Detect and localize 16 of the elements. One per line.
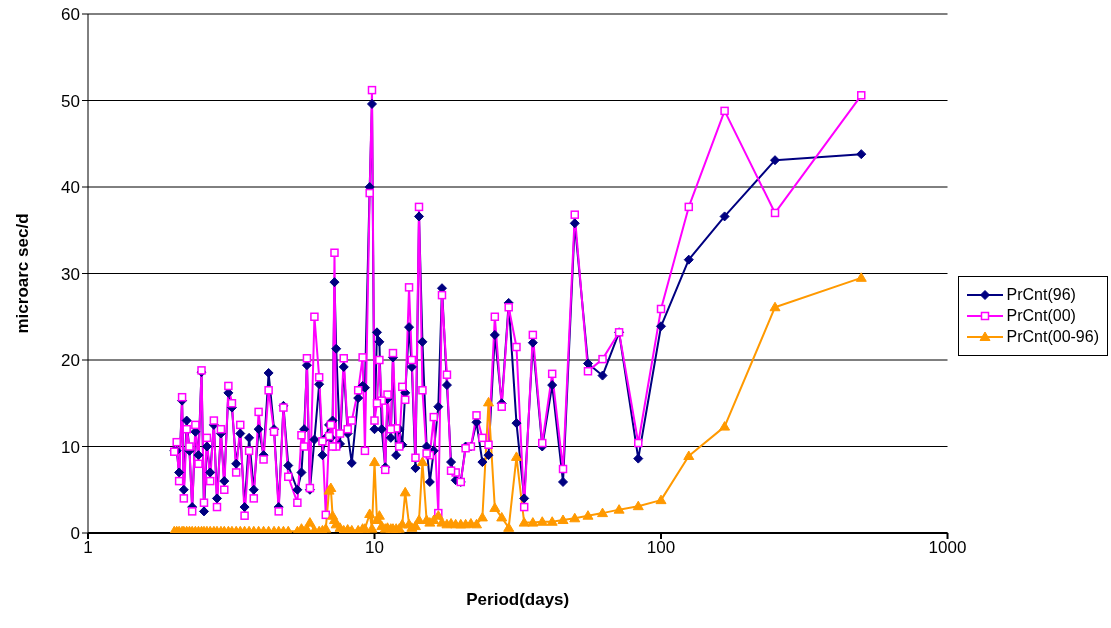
x-tick-label: 100 <box>646 538 676 558</box>
y-axis-title: microarc sec/d <box>13 213 33 334</box>
y-tick-label: 30 <box>61 264 80 284</box>
y-tick-label: 0 <box>70 524 80 544</box>
x-tick-label: 1000 <box>928 538 967 558</box>
y-tick-label: 10 <box>61 437 80 457</box>
y-tick-label: 40 <box>61 178 80 198</box>
y-tick-label: 60 <box>61 5 80 25</box>
x-tick-label: 10 <box>365 538 384 558</box>
y-tick-label: 50 <box>61 91 80 111</box>
legend-label: PrCnt(00) <box>1006 306 1076 325</box>
x-axis-title: Period(days) <box>466 590 570 609</box>
legend-label: PrCnt(00-96) <box>1006 327 1099 346</box>
x-tick-label: 1 <box>83 538 93 558</box>
legend-label: PrCnt(96) <box>1006 285 1076 304</box>
y-tick-label: 20 <box>61 351 80 371</box>
